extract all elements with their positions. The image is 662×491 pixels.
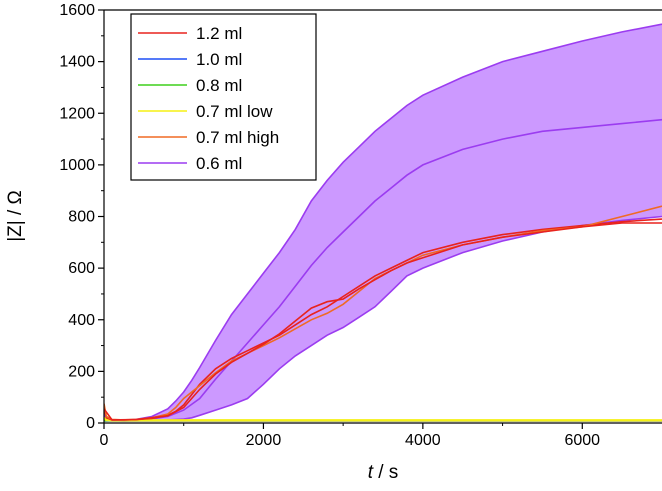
y-tick-label-200: 200 [68, 363, 95, 380]
legend-label-0-8-ml: 0.8 ml [196, 76, 242, 95]
y-tick-label-1400: 1400 [59, 54, 95, 71]
legend-label-1-0-ml: 1.0 ml [196, 50, 242, 69]
y-tick-label-1200: 1200 [59, 105, 95, 122]
shaded-band-layer [104, 23, 662, 422]
legend-label-0-7-ml-high: 0.7 ml high [196, 128, 279, 147]
legend-box [130, 13, 317, 181]
legend-label-0-7-ml-low: 0.7 ml low [196, 102, 273, 121]
y-tick-label-1000: 1000 [59, 157, 95, 174]
y-tick-label-600: 600 [68, 260, 95, 277]
band-0.6ml-fill [104, 24, 662, 421]
series-1-2-ml-line-replicate-1 [104, 222, 662, 421]
x-tick-label-2000: 2000 [246, 432, 282, 449]
x-tick-label-0: 0 [100, 432, 109, 449]
series-layer [104, 118, 662, 422]
y-tick-label-800: 800 [68, 209, 95, 226]
axes-layer: 0 2000 4000 6000 0 200 400 600 800 1000 1200 1400 16… [59, 2, 662, 449]
x-tick-label-6000: 6000 [564, 432, 600, 449]
x-tick-label-4000: 4000 [405, 432, 441, 449]
y-tick-label-1600: 1600 [59, 2, 95, 19]
y-tick-label-400: 400 [68, 312, 95, 329]
legend: 1.2 ml 1.0 ml 0.8 ml 0.7 ml low 0.7 ml high 0… [130, 13, 317, 181]
legend-label-1-2-ml: 1.2 ml [196, 24, 242, 43]
y-tick-label-0: 0 [86, 415, 95, 432]
x-axis-title-unit: / s [373, 462, 398, 483]
y-axis-title: |Z| / Ω [5, 190, 26, 242]
legend-label-0-6-ml: 0.6 ml [196, 154, 242, 173]
x-axis-title-var: t [368, 462, 374, 483]
x-axis-title: t / s [368, 462, 399, 483]
band-0.6ml-upper-line [104, 23, 662, 422]
